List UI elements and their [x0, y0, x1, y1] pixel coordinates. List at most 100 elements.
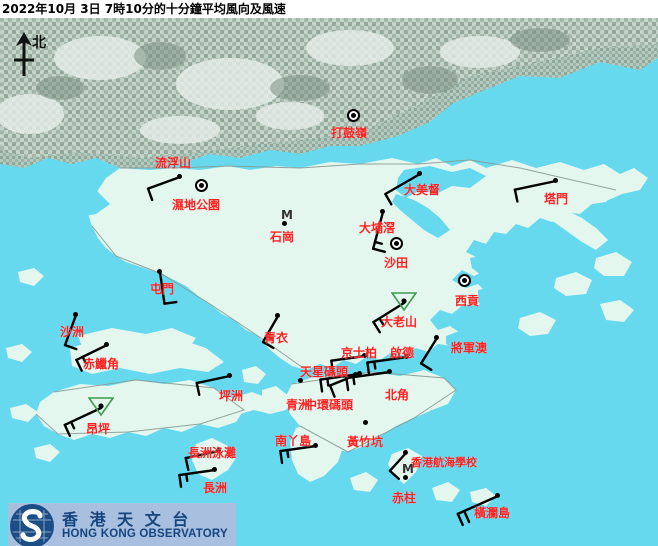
station-marker-21[interactable] [298, 378, 303, 383]
station-dot-icon [434, 335, 439, 340]
station-marker-16[interactable] [362, 353, 367, 358]
north-arrow-icon: 北 [6, 30, 76, 78]
station-marker-5[interactable] [553, 178, 558, 183]
station-dot-icon [553, 178, 558, 183]
automatic-station-icon [195, 179, 208, 192]
station-dot-icon [212, 467, 217, 472]
logo-text-cn: 香 港 天 文 台 [62, 509, 192, 529]
page-title: 2022年10月 3日 7時10分的十分鐘平均風向及風速 [0, 0, 658, 18]
wind-barb [261, 314, 280, 350]
station-label-15: 青衣 [264, 331, 289, 345]
station-label-10: 沙洲 [60, 325, 85, 339]
wind-barb [328, 373, 358, 398]
station-label-1: 打鼓嶺 [331, 126, 368, 140]
station-dot-icon [353, 372, 358, 377]
wind-barb-layer [63, 172, 558, 527]
map-canvas[interactable]: M M 打鼓嶺 流浮山 濕地公園 大美督 塔門 石崗 大埔滘 沙田 屯門 沙洲 赤鱲角 西貢 大老山 將軍澳… [0, 18, 658, 546]
station-label-14: 將軍澳 [451, 341, 488, 355]
station-marker-30[interactable] [495, 493, 500, 498]
station-dot-icon [387, 369, 392, 374]
station-marker-18[interactable] [357, 371, 362, 376]
automatic-station-icon [458, 274, 471, 287]
station-label-9: 屯門 [150, 282, 175, 296]
wind-barb [456, 494, 500, 527]
station-dot-icon [73, 312, 78, 317]
station-marker-15[interactable] [275, 313, 280, 318]
wind-barb [372, 301, 406, 334]
station-marker-4[interactable] [417, 171, 422, 176]
station-label-30: 橫瀾島 [474, 506, 511, 520]
marine-station-letter: M [281, 208, 293, 222]
station-marker-17[interactable] [404, 354, 409, 359]
station-marker-2[interactable] [177, 174, 182, 179]
station-marker-10[interactable] [73, 312, 78, 317]
station-marker-9[interactable] [157, 269, 162, 274]
wind-barb [371, 210, 386, 254]
station-label-23: 昂坪 [86, 422, 111, 436]
wind-barb [279, 444, 318, 465]
station-marker-7[interactable] [380, 209, 385, 214]
station-label-6: 石崗 [270, 230, 295, 244]
station-label-11: 赤鱲角 [83, 357, 120, 371]
station-label-18: 天星碼頭 [300, 365, 349, 379]
station-label-4: 大美督 [404, 183, 441, 197]
wind-barb [366, 355, 409, 376]
wind-barb [384, 172, 422, 206]
wind-barb [63, 406, 103, 437]
wind-barb [63, 313, 78, 351]
station-label-26: 南丫島 [275, 434, 312, 448]
station-marker-1[interactable] [347, 109, 360, 122]
station-label-2: 流浮山 [155, 156, 192, 170]
station-marker-11[interactable] [104, 342, 109, 347]
map-geography [0, 18, 658, 546]
station-marker-22[interactable] [227, 373, 232, 378]
station-marker-28[interactable] [403, 450, 408, 455]
wind-barb [388, 451, 408, 481]
station-marker-27[interactable] [363, 420, 368, 425]
station-dot-icon [403, 475, 408, 480]
station-marker-3[interactable] [195, 179, 208, 192]
station-marker-26[interactable] [313, 443, 318, 448]
station-dot-icon [275, 313, 280, 318]
station-marker-24[interactable] [216, 448, 221, 453]
station-dot-icon [216, 448, 221, 453]
station-dot-icon [403, 450, 408, 455]
station-dot-icon [157, 269, 162, 274]
wind-barb [195, 374, 232, 397]
station-label-22: 坪洲 [219, 389, 244, 403]
station-label-24: 長洲泳灘 [188, 446, 237, 460]
marine-station-letter: M [402, 462, 414, 476]
station-label-5: 塔門 [544, 192, 569, 206]
mountain-station-icon [391, 292, 417, 312]
station-marker-29[interactable]: M [402, 462, 414, 480]
station-marker-20[interactable] [353, 372, 358, 377]
station-label-27: 黃竹坑 [347, 435, 384, 449]
wind-barb [146, 175, 182, 202]
station-dot-icon [495, 493, 500, 498]
wind-barb [178, 468, 217, 489]
wind-barb [75, 343, 109, 372]
wind-barb [419, 336, 439, 372]
station-label-20: 中環碼頭 [305, 398, 354, 412]
hko-logo: 香 港 天 文 台 HONG KONG OBSERVATORY [8, 503, 236, 546]
station-marker-8[interactable] [390, 237, 403, 250]
station-marker-12[interactable] [458, 274, 471, 287]
station-dot-icon [177, 174, 182, 179]
station-label-16: 京士柏 [341, 346, 378, 360]
station-marker-25[interactable] [212, 467, 217, 472]
station-dot-icon [282, 221, 287, 226]
station-label-12: 西貢 [455, 294, 480, 308]
station-dot-icon [227, 373, 232, 378]
station-label-17: 啟德 [390, 346, 415, 360]
station-marker-6[interactable]: M [281, 208, 293, 226]
station-dot-icon [104, 342, 109, 347]
automatic-station-icon [390, 237, 403, 250]
station-dot-icon [380, 209, 385, 214]
station-label-28: 香港航海學校 [411, 456, 477, 469]
station-dot-icon [404, 354, 409, 359]
station-marker-19[interactable] [387, 369, 392, 374]
station-label-25: 長洲 [203, 481, 228, 495]
station-label-13: 大老山 [381, 315, 418, 329]
station-marker-14[interactable] [434, 335, 439, 340]
